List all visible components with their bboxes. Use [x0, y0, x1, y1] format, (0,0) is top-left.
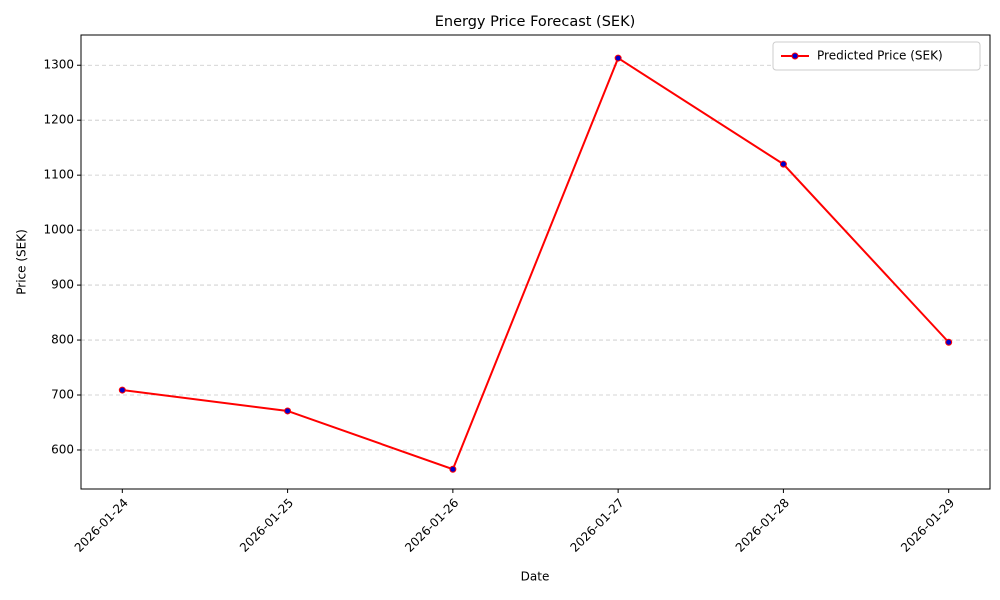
y-tick-label: 600 [51, 442, 74, 456]
legend-label: Predicted Price (SEK) [817, 49, 943, 63]
line [122, 56, 950, 471]
y-tick-label: 1100 [43, 168, 74, 182]
legend-marker [791, 52, 799, 60]
chart-title: Energy Price Forecast (SEK) [435, 14, 636, 30]
x-tick-label: 2026-01-26 [402, 496, 461, 555]
y-tick-label: 1200 [43, 113, 74, 127]
point [614, 54, 622, 62]
plot-frame [80, 34, 991, 490]
y-tick-label: 900 [51, 278, 74, 292]
point [284, 407, 292, 415]
x-tick-label: 2026-01-27 [568, 496, 627, 555]
x-tick-label: 2026-01-25 [237, 496, 296, 555]
point [449, 465, 457, 473]
y-tick-label: 700 [51, 388, 74, 402]
y-axis-label: Price (SEK) [15, 229, 29, 295]
legend: Predicted Price (SEK) [772, 41, 981, 71]
y-tick-label: 1300 [43, 58, 74, 72]
legend-box [772, 41, 981, 71]
point [779, 160, 787, 168]
x-tick-label: 2026-01-28 [733, 496, 792, 555]
x-tick-label: 2026-01-29 [898, 496, 957, 555]
point [118, 386, 126, 394]
y-tick-label: 800 [51, 333, 74, 347]
y-tick-label: 1000 [43, 223, 74, 237]
x-tick-label: 2026-01-24 [72, 496, 131, 555]
x-axis-label: Date [521, 570, 550, 584]
point [945, 338, 953, 346]
